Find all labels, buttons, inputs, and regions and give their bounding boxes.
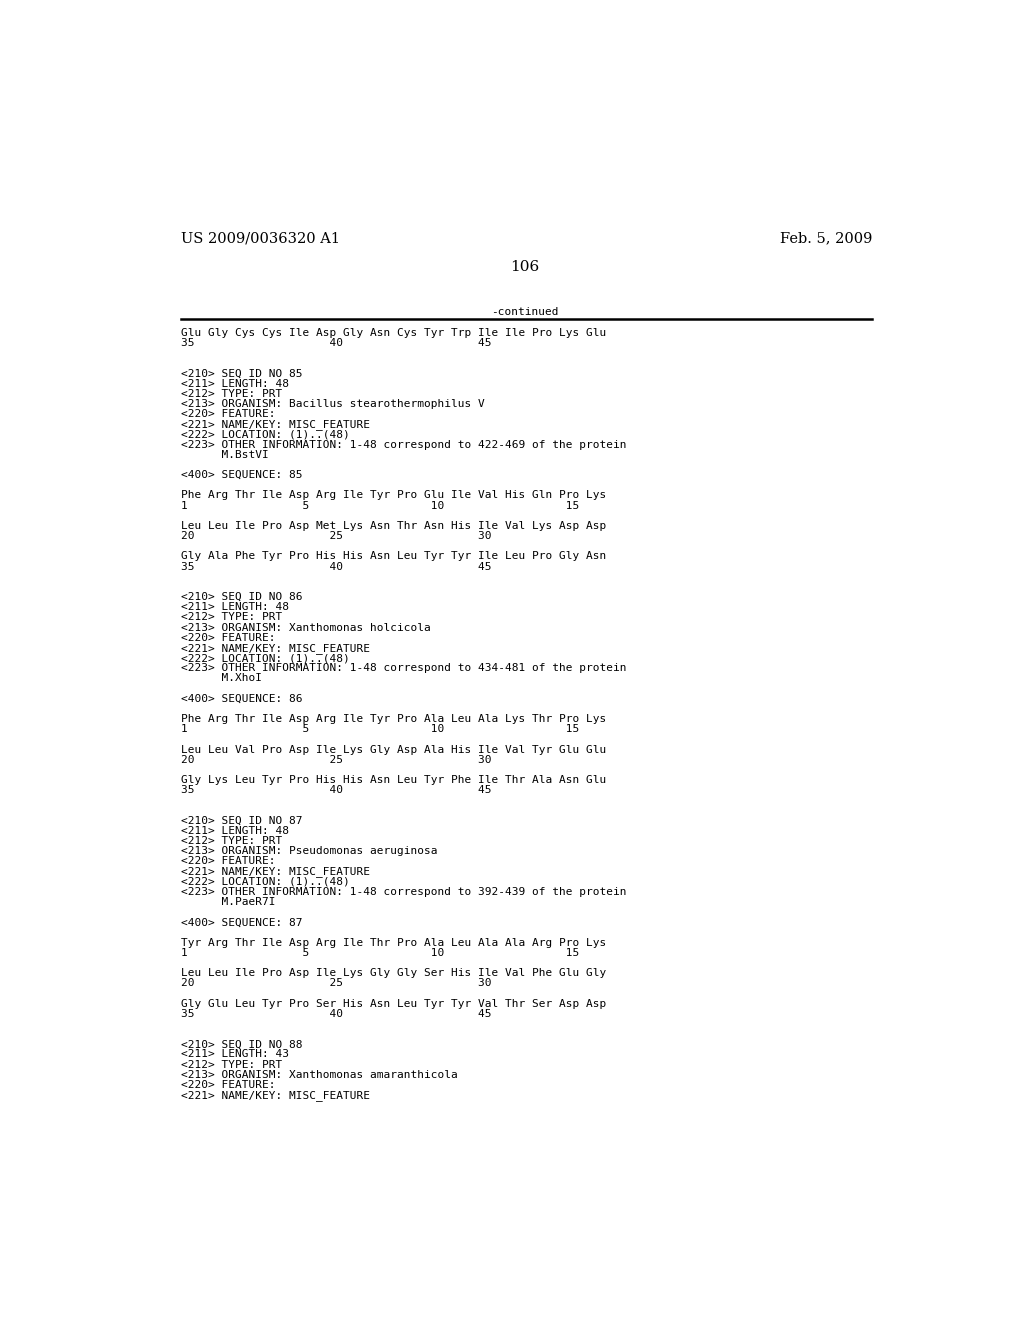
Text: Phe Arg Thr Ile Asp Arg Ile Tyr Pro Glu Ile Val His Gln Pro Lys: Phe Arg Thr Ile Asp Arg Ile Tyr Pro Glu … <box>180 491 606 500</box>
Text: <221> NAME/KEY: MISC_FEATURE: <221> NAME/KEY: MISC_FEATURE <box>180 643 370 653</box>
Text: <221> NAME/KEY: MISC_FEATURE: <221> NAME/KEY: MISC_FEATURE <box>180 866 370 878</box>
Text: Glu Gly Cys Cys Ile Asp Gly Asn Cys Tyr Trp Ile Ile Pro Lys Glu: Glu Gly Cys Cys Ile Asp Gly Asn Cys Tyr … <box>180 327 606 338</box>
Text: Phe Arg Thr Ile Asp Arg Ile Tyr Pro Ala Leu Ala Lys Thr Pro Lys: Phe Arg Thr Ile Asp Arg Ile Tyr Pro Ala … <box>180 714 606 725</box>
Text: 35                    40                    45: 35 40 45 <box>180 785 492 795</box>
Text: Gly Glu Leu Tyr Pro Ser His Asn Leu Tyr Tyr Val Thr Ser Asp Asp: Gly Glu Leu Tyr Pro Ser His Asn Leu Tyr … <box>180 999 606 1008</box>
Text: <213> ORGANISM: Xanthomonas amaranthicola: <213> ORGANISM: Xanthomonas amaranthicol… <box>180 1069 458 1080</box>
Text: Leu Leu Ile Pro Asp Ile Lys Gly Gly Ser His Ile Val Phe Glu Gly: Leu Leu Ile Pro Asp Ile Lys Gly Gly Ser … <box>180 968 606 978</box>
Text: 35                    40                    45: 35 40 45 <box>180 1008 492 1019</box>
Text: <211> LENGTH: 48: <211> LENGTH: 48 <box>180 826 289 836</box>
Text: <213> ORGANISM: Xanthomonas holcicola: <213> ORGANISM: Xanthomonas holcicola <box>180 623 430 632</box>
Text: <210> SEQ ID NO 87: <210> SEQ ID NO 87 <box>180 816 302 826</box>
Text: Leu Leu Ile Pro Asp Met Lys Asn Thr Asn His Ile Val Lys Asp Asp: Leu Leu Ile Pro Asp Met Lys Asn Thr Asn … <box>180 521 606 531</box>
Text: M.XhoI: M.XhoI <box>180 673 262 684</box>
Text: <211> LENGTH: 43: <211> LENGTH: 43 <box>180 1049 289 1060</box>
Text: 1                 5                  10                  15: 1 5 10 15 <box>180 948 579 958</box>
Text: 20                    25                    30: 20 25 30 <box>180 978 492 989</box>
Text: M.BstVI: M.BstVI <box>180 450 268 459</box>
Text: <220> FEATURE:: <220> FEATURE: <box>180 857 275 866</box>
Text: <222> LOCATION: (1)..(48): <222> LOCATION: (1)..(48) <box>180 653 349 663</box>
Text: US 2009/0036320 A1: US 2009/0036320 A1 <box>180 231 340 246</box>
Text: M.PaeR7I: M.PaeR7I <box>180 898 275 907</box>
Text: <212> TYPE: PRT: <212> TYPE: PRT <box>180 389 282 399</box>
Text: <221> NAME/KEY: MISC_FEATURE: <221> NAME/KEY: MISC_FEATURE <box>180 1090 370 1101</box>
Text: Gly Ala Phe Tyr Pro His His Asn Leu Tyr Tyr Ile Leu Pro Gly Asn: Gly Ala Phe Tyr Pro His His Asn Leu Tyr … <box>180 552 606 561</box>
Text: Feb. 5, 2009: Feb. 5, 2009 <box>779 231 872 246</box>
Text: Leu Leu Val Pro Asp Ile Lys Gly Asp Ala His Ile Val Tyr Glu Glu: Leu Leu Val Pro Asp Ile Lys Gly Asp Ala … <box>180 744 606 755</box>
Text: <212> TYPE: PRT: <212> TYPE: PRT <box>180 1060 282 1069</box>
Text: <211> LENGTH: 48: <211> LENGTH: 48 <box>180 379 289 388</box>
Text: <211> LENGTH: 48: <211> LENGTH: 48 <box>180 602 289 612</box>
Text: <221> NAME/KEY: MISC_FEATURE: <221> NAME/KEY: MISC_FEATURE <box>180 420 370 430</box>
Text: <212> TYPE: PRT: <212> TYPE: PRT <box>180 836 282 846</box>
Text: <222> LOCATION: (1)..(48): <222> LOCATION: (1)..(48) <box>180 876 349 887</box>
Text: 106: 106 <box>510 260 540 275</box>
Text: 35                    40                    45: 35 40 45 <box>180 561 492 572</box>
Text: Tyr Arg Thr Ile Asp Arg Ile Thr Pro Ala Leu Ala Ala Arg Pro Lys: Tyr Arg Thr Ile Asp Arg Ile Thr Pro Ala … <box>180 937 606 948</box>
Text: <213> ORGANISM: Bacillus stearothermophilus V: <213> ORGANISM: Bacillus stearothermophi… <box>180 399 484 409</box>
Text: Gly Lys Leu Tyr Pro His His Asn Leu Tyr Phe Ile Thr Ala Asn Glu: Gly Lys Leu Tyr Pro His His Asn Leu Tyr … <box>180 775 606 785</box>
Text: 20                    25                    30: 20 25 30 <box>180 531 492 541</box>
Text: <222> LOCATION: (1)..(48): <222> LOCATION: (1)..(48) <box>180 429 349 440</box>
Text: -continued: -continued <box>492 308 558 317</box>
Text: <210> SEQ ID NO 85: <210> SEQ ID NO 85 <box>180 368 302 379</box>
Text: <400> SEQUENCE: 86: <400> SEQUENCE: 86 <box>180 694 302 704</box>
Text: <223> OTHER INFORMATION: 1-48 correspond to 422-469 of the protein: <223> OTHER INFORMATION: 1-48 correspond… <box>180 440 627 450</box>
Text: <223> OTHER INFORMATION: 1-48 correspond to 392-439 of the protein: <223> OTHER INFORMATION: 1-48 correspond… <box>180 887 627 896</box>
Text: <213> ORGANISM: Pseudomonas aeruginosa: <213> ORGANISM: Pseudomonas aeruginosa <box>180 846 437 857</box>
Text: 20                    25                    30: 20 25 30 <box>180 755 492 764</box>
Text: <220> FEATURE:: <220> FEATURE: <box>180 409 275 420</box>
Text: <220> FEATURE:: <220> FEATURE: <box>180 632 275 643</box>
Text: 1                 5                  10                  15: 1 5 10 15 <box>180 500 579 511</box>
Text: <210> SEQ ID NO 88: <210> SEQ ID NO 88 <box>180 1039 302 1049</box>
Text: <400> SEQUENCE: 85: <400> SEQUENCE: 85 <box>180 470 302 480</box>
Text: <220> FEATURE:: <220> FEATURE: <box>180 1080 275 1090</box>
Text: <400> SEQUENCE: 87: <400> SEQUENCE: 87 <box>180 917 302 928</box>
Text: <223> OTHER INFORMATION: 1-48 correspond to 434-481 of the protein: <223> OTHER INFORMATION: 1-48 correspond… <box>180 663 627 673</box>
Text: 1                 5                  10                  15: 1 5 10 15 <box>180 725 579 734</box>
Text: <210> SEQ ID NO 86: <210> SEQ ID NO 86 <box>180 593 302 602</box>
Text: <212> TYPE: PRT: <212> TYPE: PRT <box>180 612 282 623</box>
Text: 35                    40                    45: 35 40 45 <box>180 338 492 348</box>
